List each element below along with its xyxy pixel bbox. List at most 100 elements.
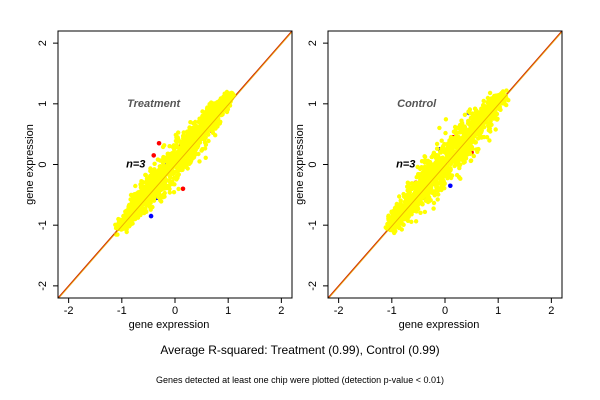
x-tick-label: 1 [495, 305, 501, 317]
yellow-point [160, 144, 166, 150]
yellow-point [173, 155, 178, 160]
yellow-point [419, 165, 424, 170]
fit-line [58, 31, 292, 298]
yellow-point [499, 91, 505, 96]
yellow-point [440, 157, 445, 162]
yellow-point [171, 190, 177, 195]
x-tick-label: -2 [334, 305, 344, 317]
yellow-point [192, 150, 198, 155]
yellow-point [493, 127, 498, 132]
yellow-point [414, 175, 419, 180]
yellow-point [487, 138, 492, 143]
x-tick-label: -1 [117, 305, 127, 317]
yellow-point [217, 107, 223, 113]
yellow-point [167, 144, 172, 149]
yellow-point [425, 166, 430, 171]
yellow-point [195, 141, 200, 146]
yellow-point [481, 98, 486, 104]
yellow-point [456, 156, 461, 161]
yellow-point [213, 111, 218, 117]
yellow-point [393, 205, 398, 210]
yellow-point [418, 210, 423, 215]
yellow-point [206, 113, 211, 118]
yellow-point [187, 130, 192, 135]
yellow-point [481, 134, 487, 140]
x-axis-label: gene expression [399, 319, 480, 331]
yellow-point [152, 161, 157, 166]
yellow-point [198, 123, 203, 129]
replicate-count-label: n=3 [126, 159, 145, 171]
yellow-point [491, 99, 496, 105]
yellow-point [474, 147, 479, 152]
yellow-point [167, 190, 172, 195]
yellow-point [479, 128, 484, 133]
yellow-point [451, 144, 456, 149]
yellow-point [206, 117, 211, 122]
yellow-point [413, 219, 419, 224]
yellow-point [427, 198, 432, 204]
yellow-point [429, 168, 434, 173]
yellow-point [134, 203, 140, 208]
yellow-point [129, 207, 134, 212]
yellow-point [468, 158, 474, 163]
yellow-point [422, 154, 427, 159]
yellow-point [441, 144, 446, 149]
yellow-point [195, 145, 200, 150]
yellow-point [185, 147, 191, 152]
yellow-point [419, 159, 425, 164]
yellow-point [443, 130, 448, 136]
yellow-point [427, 186, 432, 191]
yellow-point [202, 146, 208, 151]
yellow-point [487, 90, 493, 96]
yellow-point [467, 121, 473, 127]
yellow-point [457, 140, 462, 145]
yellow-point [392, 230, 397, 236]
plot-area [58, 31, 292, 298]
yellow-point [201, 131, 207, 136]
yellow-point [478, 114, 483, 119]
yellow-point [439, 138, 444, 143]
scatter-panel-1: -2 -1 0 1 2 -2 -1 0 1 2 gene expression gene expres… [24, 30, 293, 331]
blue-point [148, 213, 154, 219]
yellow-point [124, 227, 129, 232]
yellow-point [481, 103, 486, 108]
yellow-point [402, 216, 408, 221]
yellow-point [418, 199, 423, 204]
yellow-point [384, 226, 389, 231]
yellow-point [430, 152, 436, 158]
yellow-point [437, 125, 442, 131]
yellow-point [415, 164, 420, 170]
yellow-point [461, 131, 467, 137]
yellow-point [422, 209, 428, 215]
yellow-point [201, 118, 206, 123]
yellow-point [153, 177, 159, 182]
yellow-point [197, 159, 202, 164]
yellow-point [414, 204, 419, 209]
yellow-point [430, 173, 435, 178]
yellow-point [213, 133, 218, 138]
yellow-point [458, 176, 463, 181]
yellow-point [175, 175, 180, 181]
yellow-point [453, 131, 458, 136]
yellow-point [188, 136, 194, 141]
x-tick-label: -2 [64, 305, 74, 317]
yellow-point [212, 106, 217, 112]
yellow-point [455, 162, 460, 167]
yellow-point [206, 138, 211, 144]
yellow-point [436, 192, 441, 197]
yellow-point [147, 185, 153, 190]
yellow-point [421, 191, 426, 197]
yellow-point [461, 160, 466, 165]
yellow-point [188, 158, 194, 164]
yellow-point [486, 123, 491, 128]
yellow-point [476, 110, 481, 115]
yellow-point [183, 161, 188, 166]
y-tick-label: 2 [307, 40, 319, 46]
yellow-point [216, 99, 221, 105]
blue-point [448, 183, 453, 189]
yellow-point [467, 148, 472, 154]
yellow-point [495, 116, 500, 122]
yellow-point [158, 167, 163, 172]
yellow-point [151, 198, 157, 203]
